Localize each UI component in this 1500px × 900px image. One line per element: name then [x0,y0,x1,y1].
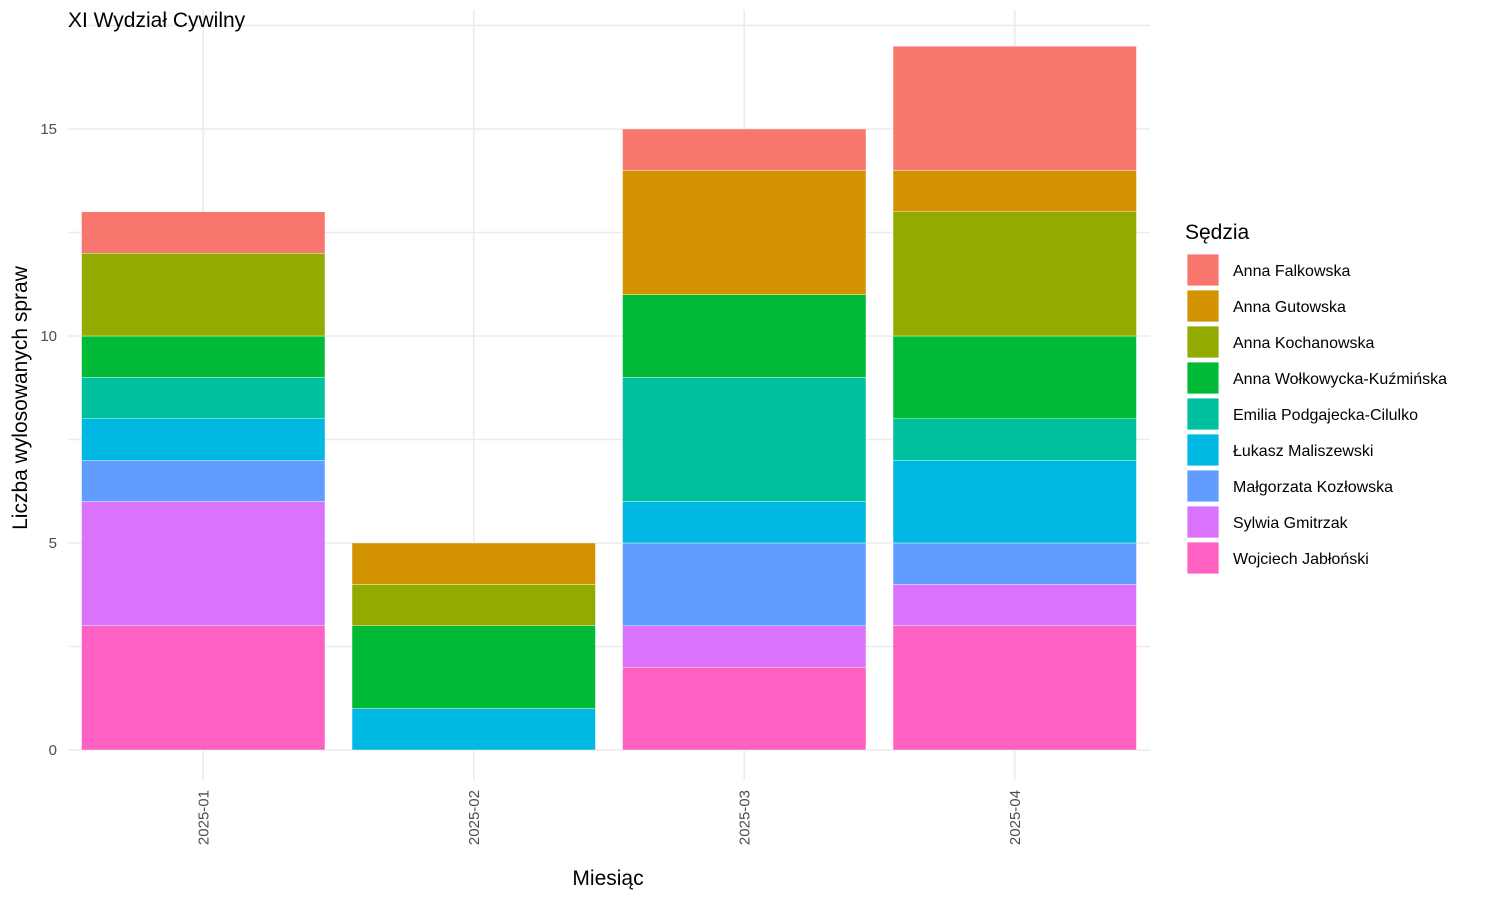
legend-label: Anna Wołkowycka-Kuźmińska [1233,371,1447,388]
legend: Sędzia Anna Falkowska Anna Gutowska Anna K… [1185,221,1447,575]
bar-segment [622,625,867,668]
bar-segment [892,625,1137,751]
legend-label: Anna Gutowska [1233,299,1346,316]
bar-segment [892,211,1137,337]
bar-segment [81,460,326,502]
legend-swatch [1186,505,1220,539]
bar-segment [622,542,867,627]
legend-label: Małgorzata Kozłowska [1233,479,1393,496]
legend-label: Łukasz Maliszewski [1233,443,1373,460]
bar-segment [81,625,326,751]
legend-label: Wojciech Jabłoński [1233,551,1369,568]
bar-segment [622,170,867,295]
x-tick-label: 2025-01 [195,790,212,845]
y-tick-label: 5 [49,535,57,552]
chart-title: XI Wydział Cywilny [68,9,246,32]
legend-label: Sylwia Gmitrzak [1233,515,1349,532]
bar-segment [622,128,867,171]
bar-segment [892,335,1137,420]
bar-segment [81,377,326,419]
bar-segment [81,501,326,627]
legend-swatch [1186,325,1220,359]
x-tick-label: 2025-03 [736,790,753,845]
legend-swatch [1186,289,1220,323]
bar-segment [892,170,1137,212]
bars-layer [81,46,1137,751]
bar-segment [351,584,596,627]
legend-swatch [1186,253,1220,287]
legend-swatch [1186,541,1220,575]
legend-title: Sędzia [1185,221,1250,244]
x-axis-title: Miesiąc [572,867,643,890]
x-tick-labels: 2025-01 2025-02 2025-03 2025-04 [195,790,1024,845]
legend-swatch [1186,361,1220,395]
bar-segment [892,542,1137,585]
legend-swatch [1186,433,1220,467]
legend-label: Emilia Podgajecka-Cilulko [1233,407,1418,424]
bar-segment [351,625,596,709]
bar-segment [81,252,326,337]
bar-segment [351,708,596,751]
legend-swatch [1186,469,1220,503]
bar-segment [622,294,867,378]
legend-items: Anna Falkowska Anna Gutowska Anna Kochanow… [1186,253,1447,575]
bar-segment [351,542,596,585]
bar-segment [81,335,326,378]
bar-segment [622,377,867,502]
legend-label: Anna Falkowska [1233,263,1350,280]
y-tick-labels: 0 5 10 15 [40,121,57,759]
bar-segment [892,584,1137,627]
bar-segment [81,418,326,461]
bar-segment [892,460,1137,544]
bar-segment [622,667,867,751]
y-tick-label: 0 [49,742,57,759]
legend-swatch [1186,397,1220,431]
bar-segment [892,46,1137,171]
x-tick-label: 2025-04 [1007,790,1024,845]
x-tick-label: 2025-02 [466,790,483,845]
legend-label: Anna Kochanowska [1233,335,1375,352]
bar-segment [622,501,867,544]
bar-segment [81,211,326,254]
y-tick-label: 10 [40,328,57,345]
y-axis-title: Liczba wylosowanych spraw [9,265,32,530]
y-tick-label: 15 [40,121,57,138]
bar-segment [892,418,1137,461]
